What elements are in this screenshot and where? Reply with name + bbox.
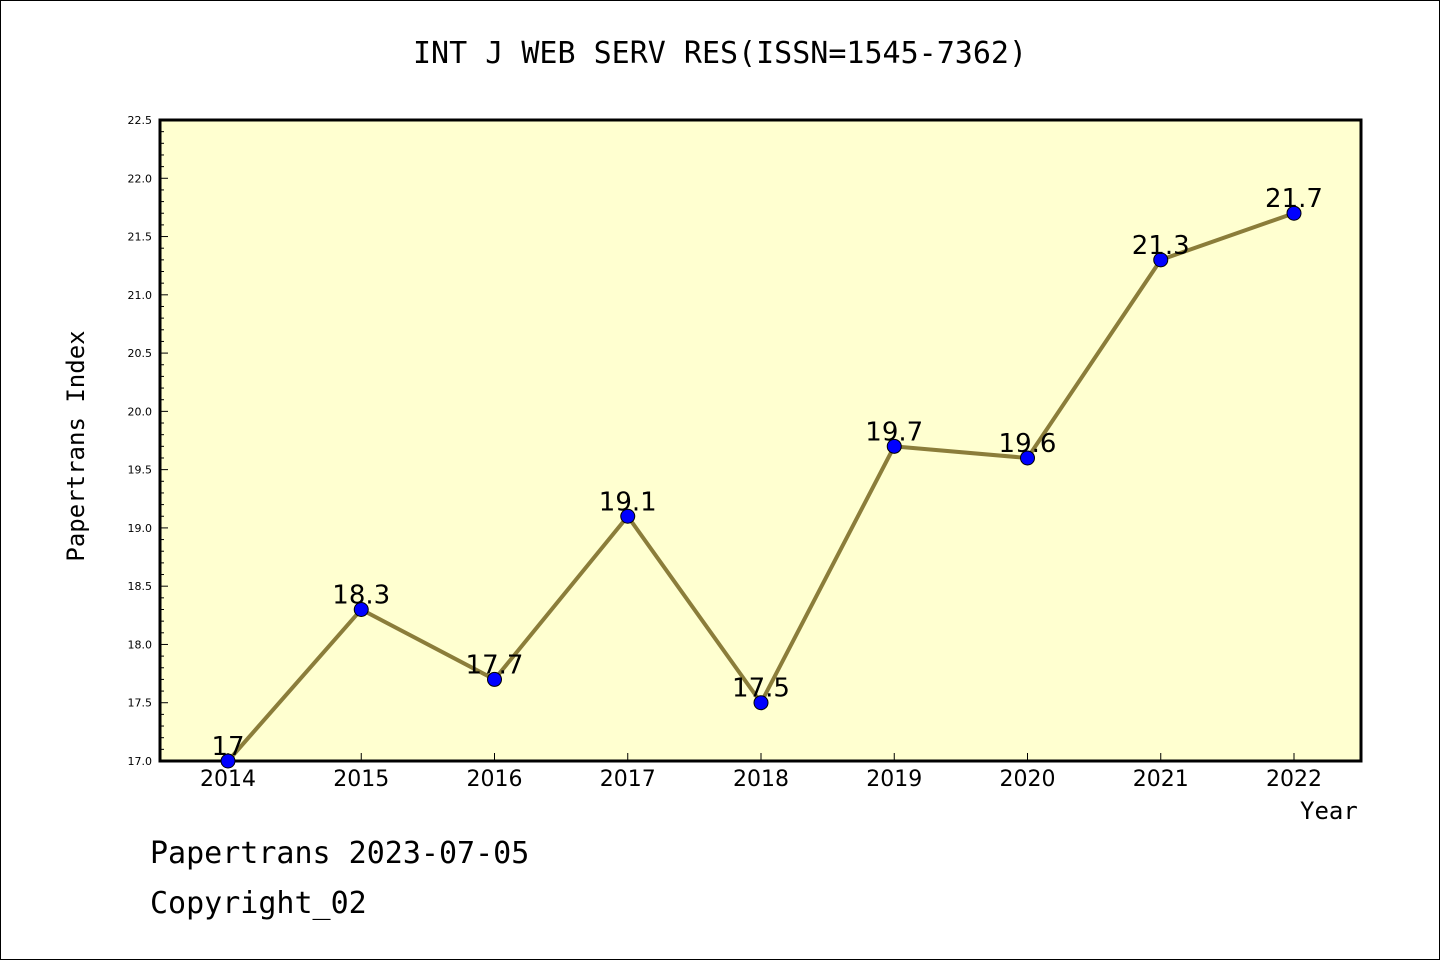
data-label: 19.7 [865,417,923,447]
data-point [753,695,769,711]
data-label: 21.3 [1132,231,1190,261]
x-tick-label: 2018 [733,767,789,792]
x-tick-label: 2019 [866,767,922,792]
data-label: 21.7 [1265,184,1323,214]
y-tick-label: 19.5 [128,464,153,477]
data-label: 17.7 [466,650,524,680]
data-label: 19.6 [999,429,1057,459]
y-tick-label: 19.0 [128,522,153,535]
y-tick-label: 22.0 [128,172,153,185]
y-tick-label: 21.0 [128,289,153,302]
data-point [353,601,369,617]
x-tick-label: 2020 [1000,767,1056,792]
x-tick-label: 2022 [1266,767,1322,792]
x-tick-label: 2015 [333,767,389,792]
data-point [1153,252,1169,268]
y-tick-label: 18.5 [128,580,153,593]
footer-copyright: Copyright_02 [150,886,367,921]
data-point [220,753,236,769]
y-tick-label: 21.5 [128,231,153,244]
x-tick-label: 2017 [600,767,656,792]
x-tick-label: 2014 [200,767,256,792]
data-point [886,438,902,454]
data-label: 19.1 [599,487,657,517]
plot-border [158,118,1363,763]
data-label: 17.5 [732,674,790,704]
plot-area [160,120,1361,761]
y-tick-label: 18.0 [128,638,153,651]
y-tick-label: 20.5 [128,347,153,360]
y-tick-label: 22.5 [128,114,153,127]
chart-title: INT J WEB SERV RES(ISSN=1545-7362) [412,36,1028,71]
x-axis-label: Year [1300,797,1358,825]
footer-date: Papertrans 2023-07-05 [150,836,530,871]
data-label: 17 [211,732,244,762]
y-tick-label: 17.0 [128,755,153,768]
x-tick-label: 2016 [467,767,523,792]
data-point [487,671,502,687]
data-label: 18.3 [332,580,390,610]
data-point [1020,450,1035,466]
data-point [1286,205,1302,221]
data-point [620,508,636,524]
y-tick-label: 17.5 [128,697,153,710]
x-tick-label: 2021 [1133,767,1189,792]
y-tick-label: 20.0 [128,405,153,418]
